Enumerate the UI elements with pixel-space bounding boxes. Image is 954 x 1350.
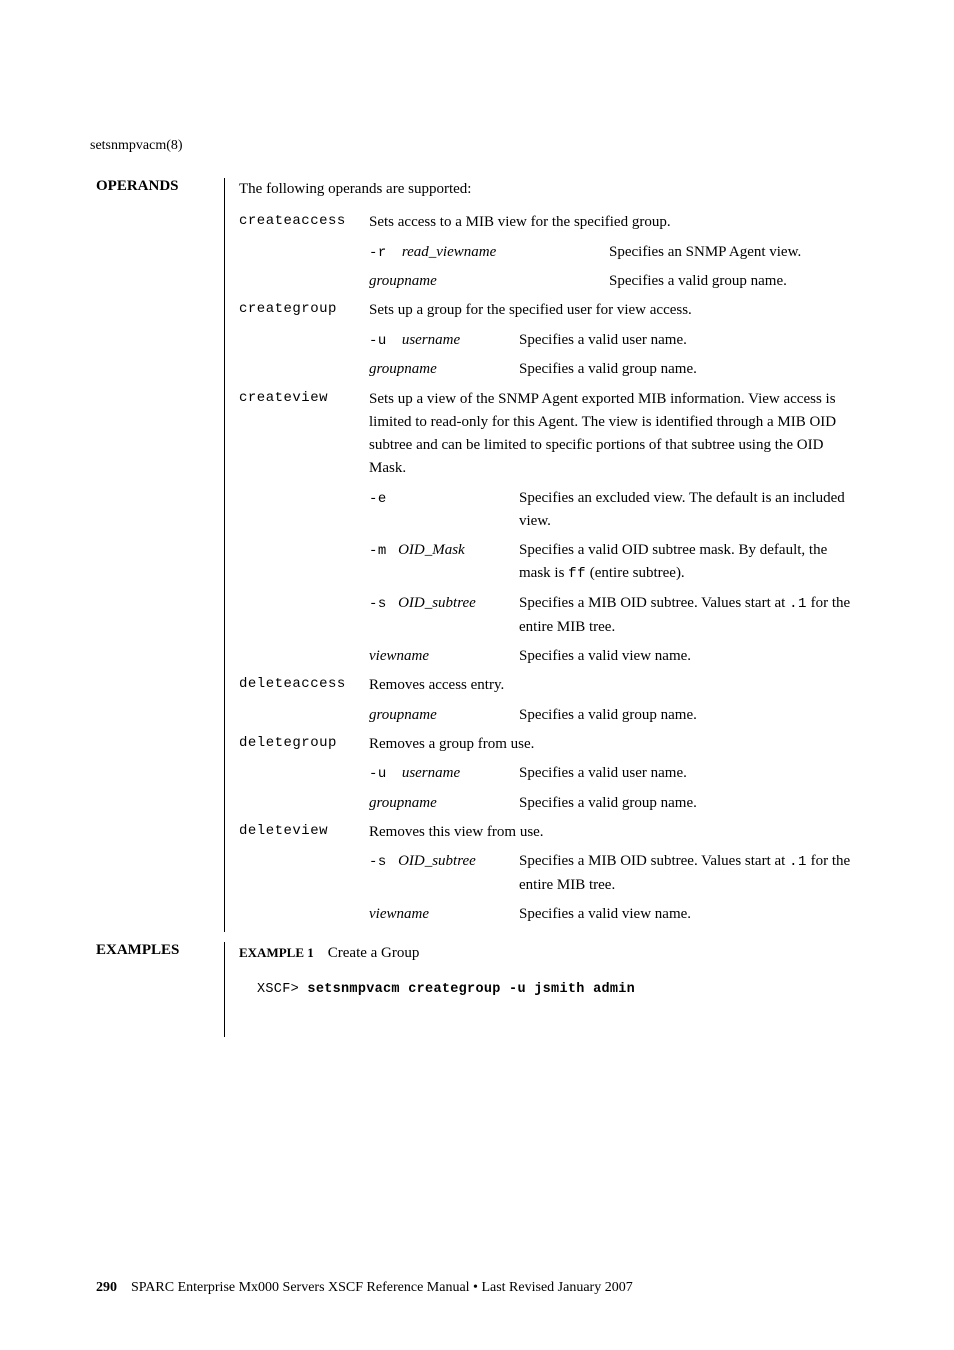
- footer-text: SPARC Enterprise Mx000 Servers XSCF Refe…: [131, 1280, 633, 1295]
- option-val: Specifies an SNMP Agent view.: [609, 241, 858, 264]
- option-val: Specifies a valid user name.: [519, 329, 858, 352]
- example-number: EXAMPLE 1: [239, 943, 314, 963]
- operand-createview: createview Sets up a view of the SNMP Ag…: [239, 388, 858, 481]
- option-val-pre: Specifies a MIB OID subtree. Values star…: [519, 853, 789, 869]
- examples-section: EXAMPLES EXAMPLE 1 Create a Group XSCF> …: [96, 942, 858, 1036]
- operand-name: createaccess: [239, 211, 369, 233]
- option-row: -m OID_Mask Specifies a valid OID subtre…: [369, 539, 858, 586]
- option-val: Specifies a valid group name.: [519, 704, 858, 727]
- example-title: Create a Group: [328, 942, 420, 965]
- operand-deleteaccess: deleteaccess Removes access entry.: [239, 674, 858, 697]
- option-arg: OID_subtree: [398, 595, 476, 611]
- option-flag: -s: [369, 596, 387, 612]
- option-key: -m OID_Mask: [369, 539, 519, 563]
- option-key: -u username: [369, 329, 519, 353]
- option-row: groupname Specifies a valid group name.: [369, 270, 858, 293]
- option-key: viewname: [369, 903, 519, 926]
- option-arg: OID_Mask: [398, 542, 465, 558]
- option-arg: viewname: [369, 906, 429, 922]
- section-divider: [224, 942, 225, 1036]
- option-row: viewname Specifies a valid view name.: [369, 645, 858, 668]
- option-row: -u username Specifies a valid user name.: [369, 329, 858, 353]
- operand-name: createview: [239, 388, 369, 410]
- option-val: Specifies a MIB OID subtree. Values star…: [519, 592, 858, 639]
- option-row: viewname Specifies a valid view name.: [369, 903, 858, 926]
- option-key: viewname: [369, 645, 519, 668]
- operand-desc: Sets access to a MIB view for the specif…: [369, 211, 858, 234]
- option-val: Specifies a valid group name.: [609, 270, 858, 293]
- option-flag: -r: [369, 245, 387, 261]
- page-footer: 290 SPARC Enterprise Mx000 Servers XSCF R…: [96, 1280, 633, 1296]
- option-val: Specifies a valid group name.: [519, 792, 858, 815]
- option-arg: username: [402, 332, 460, 348]
- option-key: -s OID_subtree: [369, 592, 519, 616]
- option-arg: groupname: [369, 707, 437, 723]
- option-row: -u username Specifies a valid user name.: [369, 762, 858, 786]
- option-val: Specifies a valid user name.: [519, 762, 858, 785]
- option-row: -r read_viewname Specifies an SNMP Agent…: [369, 241, 858, 265]
- option-arg: viewname: [369, 648, 429, 664]
- option-arg: username: [402, 765, 460, 781]
- option-flag: -m: [369, 543, 387, 559]
- operand-desc: Sets up a view of the SNMP Agent exporte…: [369, 388, 858, 481]
- operands-section: OPERANDS The following operands are supp…: [96, 178, 858, 932]
- option-key: -s OID_subtree: [369, 850, 519, 874]
- operand-desc: Removes access entry.: [369, 674, 858, 697]
- option-flag: -u: [369, 333, 387, 349]
- option-key: groupname: [369, 792, 519, 815]
- operand-desc: Sets up a group for the specified user f…: [369, 299, 858, 322]
- code-prompt: XSCF>: [257, 982, 307, 997]
- option-flag: -u: [369, 766, 387, 782]
- operands-intro: The following operands are supported:: [239, 178, 858, 201]
- section-divider: [224, 178, 225, 932]
- option-arg: read_viewname: [402, 244, 496, 260]
- option-flag: -e: [369, 491, 387, 507]
- option-arg: groupname: [369, 361, 437, 377]
- manpage-header: setsnmpvacm(8): [90, 138, 858, 154]
- option-val-code: .1: [789, 854, 807, 870]
- operand-deleteview: deleteview Removes this view from use.: [239, 821, 858, 844]
- operand-desc: Removes this view from use.: [369, 821, 858, 844]
- option-row: groupname Specifies a valid group name.: [369, 792, 858, 815]
- operand-creategroup: creategroup Sets up a group for the spec…: [239, 299, 858, 322]
- option-key: -u username: [369, 762, 519, 786]
- option-row: groupname Specifies a valid group name.: [369, 704, 858, 727]
- example-heading: EXAMPLE 1 Create a Group: [239, 942, 858, 965]
- operand-deletegroup: deletegroup Removes a group from use.: [239, 733, 858, 756]
- option-key: -r read_viewname: [369, 241, 609, 265]
- operands-label: OPERANDS: [96, 178, 224, 195]
- option-row: -s OID_subtree Specifies a MIB OID subtr…: [369, 592, 858, 639]
- option-arg: groupname: [369, 795, 437, 811]
- examples-label: EXAMPLES: [96, 942, 224, 959]
- operand-name: deleteaccess: [239, 674, 369, 696]
- option-arg: OID_subtree: [398, 853, 476, 869]
- option-val: Specifies an excluded view. The default …: [519, 487, 858, 534]
- option-row: -s OID_subtree Specifies a MIB OID subtr…: [369, 850, 858, 897]
- option-val: Specifies a valid view name.: [519, 645, 858, 668]
- option-val: Specifies a valid group name.: [519, 358, 858, 381]
- example-code: XSCF> setsnmpvacm creategroup -u jsmith …: [257, 980, 858, 1001]
- option-val-code: ff: [568, 566, 586, 582]
- option-flag: -s: [369, 854, 387, 870]
- operand-name: deleteview: [239, 821, 369, 843]
- option-key: groupname: [369, 358, 519, 381]
- operand-name: creategroup: [239, 299, 369, 321]
- operand-createaccess: createaccess Sets access to a MIB view f…: [239, 211, 858, 234]
- operand-desc: Removes a group from use.: [369, 733, 858, 756]
- option-row: groupname Specifies a valid group name.: [369, 358, 858, 381]
- operand-name: deletegroup: [239, 733, 369, 755]
- option-key: groupname: [369, 704, 519, 727]
- option-val: Specifies a valid view name.: [519, 903, 858, 926]
- option-arg: groupname: [369, 273, 437, 289]
- option-val-code: .1: [789, 596, 807, 612]
- page-number: 290: [96, 1280, 117, 1295]
- option-row: -e Specifies an excluded view. The defau…: [369, 487, 858, 534]
- code-command: setsnmpvacm creategroup -u jsmith admin: [307, 982, 635, 997]
- option-val: Specifies a valid OID subtree mask. By d…: [519, 539, 858, 586]
- option-val-pre: Specifies a MIB OID subtree. Values star…: [519, 595, 789, 611]
- option-val: Specifies a MIB OID subtree. Values star…: [519, 850, 858, 897]
- option-key: -e: [369, 487, 519, 511]
- option-val-post: (entire subtree).: [586, 565, 685, 581]
- option-key: groupname: [369, 270, 609, 293]
